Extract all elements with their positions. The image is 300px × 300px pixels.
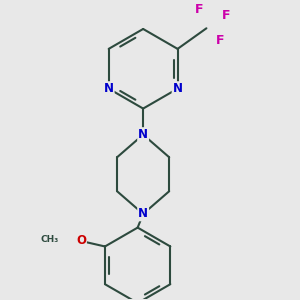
Text: O: O — [76, 235, 86, 248]
Text: N: N — [172, 82, 183, 95]
Text: F: F — [195, 3, 204, 16]
Text: F: F — [216, 34, 224, 47]
Text: N: N — [138, 128, 148, 141]
Text: CH₃: CH₃ — [40, 235, 58, 244]
Text: N: N — [138, 207, 148, 220]
Text: F: F — [221, 9, 230, 22]
Text: N: N — [104, 82, 114, 95]
